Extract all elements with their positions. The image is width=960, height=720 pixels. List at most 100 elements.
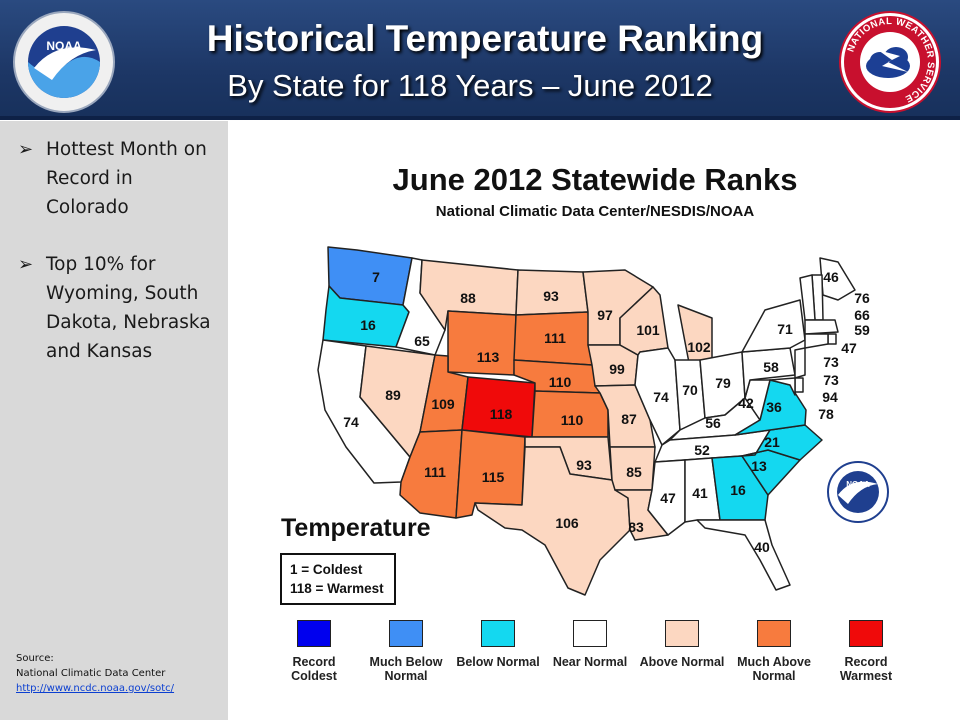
state-rank-label: 70 [682, 382, 698, 398]
nws-logo-icon: NATIONAL WEATHER SERVICE [839, 11, 941, 113]
state-rank-label: 16 [730, 482, 746, 498]
map-subtitle: National Climatic Data Center/NESDIS/NOA… [435, 203, 755, 220]
legend-item-record-warmest: Record Warmest [820, 620, 912, 683]
state-rank-label: 52 [694, 442, 710, 458]
bullet-text: Hottest Month on Record in Colorado [46, 139, 207, 218]
legend-swatch [573, 620, 607, 647]
state-rank-label: 21 [764, 434, 780, 450]
bullet-item: ➢ Hottest Month on Record in Colorado [18, 135, 218, 222]
legend-item-below: Below Normal [452, 620, 544, 669]
legend-item-near: Near Normal [544, 620, 636, 669]
noaa-logo-icon: NOAA [13, 11, 115, 113]
state-wyoming [447, 310, 517, 376]
state-rank-label: 93 [543, 288, 559, 304]
noaa-seal-icon: NOAA [827, 461, 889, 523]
legend-item-above: Above Normal [636, 620, 728, 669]
state-rank-label: 88 [460, 290, 476, 306]
source-note: Source: National Climatic Data Center ht… [16, 651, 174, 696]
state-rank-label: 7 [372, 269, 380, 285]
state-rank-label: 16 [360, 317, 376, 333]
state-rank-label: 74 [653, 389, 669, 405]
state-rank-label: 111 [424, 464, 446, 480]
bullet-list: ➢ Hottest Month on Record in Colorado ➢ To… [18, 135, 218, 394]
state-rank-label: 113 [477, 349, 500, 365]
state-rank-label: 97 [597, 307, 613, 323]
legend-swatch [665, 620, 699, 647]
rank-key-line: 1 = Coldest [290, 562, 363, 577]
state-rank-label: 118 [490, 406, 513, 422]
legend-swatch [849, 620, 883, 647]
state-rank-label: 94 [822, 389, 838, 405]
state-rank-label: 78 [818, 406, 834, 422]
bullet-text: Top 10% for Wyoming, South Dakota, Nebra… [46, 254, 211, 362]
state-rank-label: 59 [854, 322, 870, 338]
legend-label: Much Above Normal [737, 655, 811, 683]
state-florida [696, 519, 791, 591]
svg-text:NOAA: NOAA [846, 480, 870, 489]
state-maryland [769, 377, 796, 396]
legend-swatch [389, 620, 423, 647]
state-rank-label: 46 [823, 269, 839, 285]
source-label: Source: [16, 653, 54, 664]
bullet-item: ➢ Top 10% for Wyoming, South Dakota, Nebr… [18, 250, 218, 366]
state-rank-label: 56 [705, 415, 721, 431]
state-rank-label: 73 [823, 372, 839, 388]
state-rank-label: 111 [544, 330, 566, 346]
state-rank-label: 101 [636, 322, 660, 338]
state-rank-label: 40 [754, 539, 770, 555]
state-washington [327, 246, 413, 306]
state-rank-label: 93 [576, 457, 592, 473]
state-rank-label: 87 [621, 411, 637, 427]
state-new-jersey [794, 347, 806, 379]
state-rank-label: 47 [660, 490, 676, 506]
arrow-bullet-icon: ➢ [18, 254, 34, 275]
state-rank-label: 76 [854, 290, 870, 306]
arrow-bullet-icon: ➢ [18, 139, 34, 160]
state-rank-label: 42 [738, 395, 754, 411]
state-rhode-island [827, 333, 837, 345]
legend-swatch [481, 620, 515, 647]
state-rank-label: 13 [751, 458, 767, 474]
state-rank-label: 110 [549, 374, 572, 390]
state-rank-label: 73 [823, 354, 839, 370]
state-rank-label: 47 [841, 340, 857, 356]
map-legend: Record Coldest Much Below Normal Below Nor… [268, 620, 948, 720]
state-rank-label: 65 [414, 333, 430, 349]
state-rank-label: 102 [687, 339, 711, 355]
source-link[interactable]: http://www.ncdc.noaa.gov/sotc/ [16, 683, 175, 694]
state-georgia [711, 455, 769, 521]
slide-title: Historical Temperature Ranking [206, 18, 764, 59]
state-rank-label: 109 [431, 396, 455, 412]
legend-label: Above Normal [639, 655, 725, 669]
state-rank-label: 83 [628, 519, 644, 535]
slide-header: NOAA Historical Temperature Ranking By S… [0, 0, 960, 120]
state-rank-label: 66 [854, 307, 870, 323]
state-rank-label: 110 [561, 412, 584, 428]
state-rank-label: 58 [763, 359, 779, 375]
state-texas [474, 446, 631, 596]
state-rank-label: 89 [385, 387, 401, 403]
state-rank-label: 79 [715, 375, 731, 391]
temperature-label: Temperature [281, 514, 431, 542]
state-connecticut [804, 333, 829, 349]
legend-label: Much Below Normal [369, 655, 443, 683]
legend-swatch [757, 620, 791, 647]
state-rank-label: 41 [692, 485, 708, 501]
legend-swatch [297, 620, 331, 647]
source-org: National Climatic Data Center [16, 668, 166, 679]
legend-item-much-below: Much Below Normal [360, 620, 452, 683]
legend-label: Below Normal [456, 655, 540, 669]
map-title: June 2012 Statewide Ranks [392, 162, 798, 197]
state-rank-label: 36 [766, 399, 782, 415]
state-rank-label: 99 [609, 361, 625, 377]
state-new-york [741, 299, 806, 353]
state-delaware [794, 377, 804, 393]
state-rank-label: 74 [343, 414, 359, 430]
slide-subtitle: By State for 118 Years – June 2012 [227, 68, 713, 103]
sidebar-panel: ➢ Hottest Month on Record in Colorado ➢ To… [0, 121, 228, 720]
state-rank-label: 85 [626, 464, 642, 480]
state-rank-label: 106 [555, 515, 579, 531]
state-rank-label: 71 [777, 321, 793, 337]
rank-key-line: 118 = Warmest [290, 581, 384, 596]
